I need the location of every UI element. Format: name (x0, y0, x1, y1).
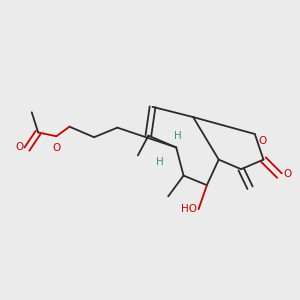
Text: O: O (258, 136, 266, 146)
Text: O: O (16, 142, 24, 152)
Text: H: H (156, 157, 164, 167)
Text: O: O (283, 169, 292, 179)
Text: O: O (52, 142, 61, 153)
Text: HO: HO (181, 204, 197, 214)
Text: H: H (174, 131, 182, 141)
